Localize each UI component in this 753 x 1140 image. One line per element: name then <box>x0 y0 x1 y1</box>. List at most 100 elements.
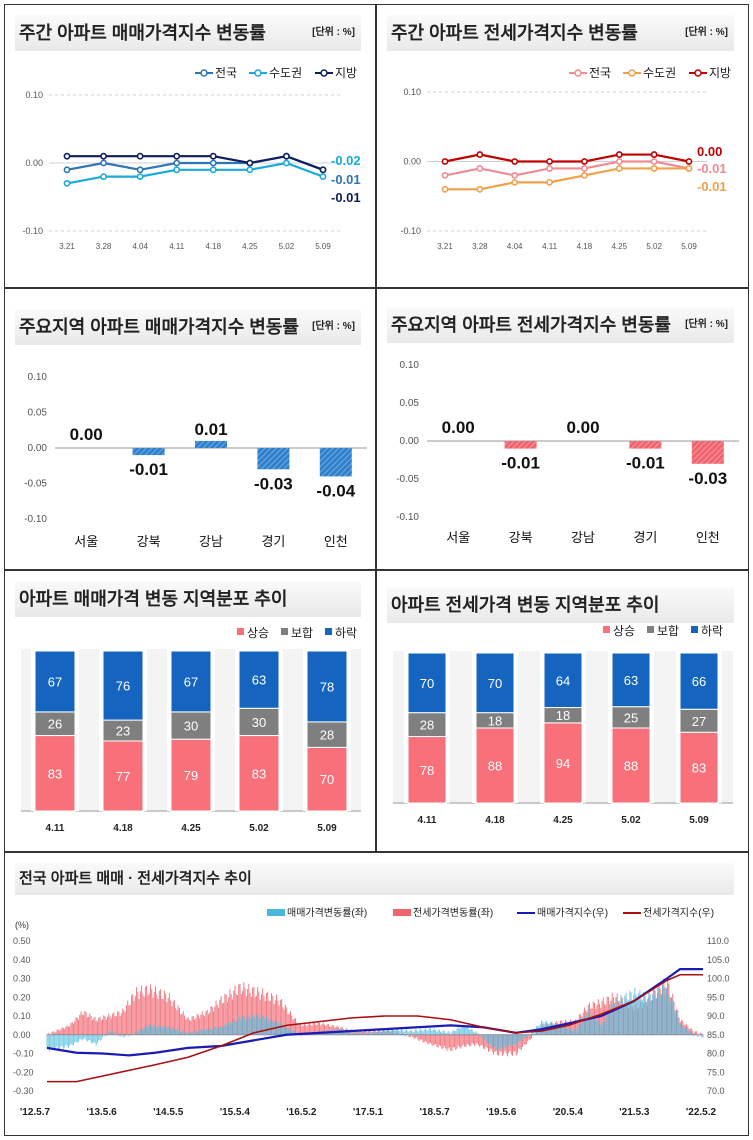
weekly-bar <box>435 1029 437 1035</box>
weekly-bar <box>403 1031 405 1035</box>
weekly-bar <box>417 1034 419 1040</box>
weekly-bar <box>432 1034 434 1047</box>
weekly-bar <box>175 1030 177 1035</box>
weekly-bar <box>441 1034 443 1050</box>
weekly-bar <box>633 994 635 1035</box>
weekly-bar <box>670 997 672 1035</box>
weekly-bar <box>436 1031 438 1035</box>
right-tick-label: 70.0 <box>707 1086 725 1096</box>
weekly-bar <box>258 1017 260 1035</box>
weekly-bar <box>47 1034 49 1049</box>
weekly-bar <box>199 1031 201 1035</box>
weekly-bar <box>120 1013 122 1035</box>
weekly-bar <box>567 1028 569 1035</box>
weekly-bar <box>59 1034 61 1050</box>
weekly-bar <box>168 992 170 1035</box>
weekly-bar <box>417 1031 419 1035</box>
weekly-bar <box>600 1007 602 1035</box>
weekly-bar <box>292 1031 294 1035</box>
weekly-bar <box>79 1034 81 1040</box>
weekly-bar <box>96 1021 98 1035</box>
weekly-bar <box>365 1030 367 1035</box>
x-tick-label: 4.11 <box>542 242 558 251</box>
weekly-bar <box>94 1016 96 1035</box>
weekly-bar <box>102 1034 104 1038</box>
data-point <box>546 158 553 165</box>
weekly-bar <box>564 1025 566 1035</box>
weekly-bar <box>349 1031 351 1035</box>
weekly-bar <box>279 1022 281 1035</box>
weekly-bar <box>187 1017 189 1035</box>
weekly-bar <box>541 1020 543 1035</box>
weekly-bar <box>267 991 269 1035</box>
weekly-bar <box>307 1024 309 1035</box>
data-point <box>209 159 217 167</box>
legend-label: 전국 <box>215 66 237 80</box>
weekly-bar <box>202 1031 204 1035</box>
weekly-bar <box>438 1029 440 1035</box>
legend-swatch <box>691 626 698 633</box>
weekly-bar <box>176 1010 178 1035</box>
weekly-bar <box>385 1030 387 1035</box>
x-tick-label: 4.25 <box>611 242 627 251</box>
weekly-bar <box>525 1034 527 1045</box>
weekly-bar <box>233 1019 235 1035</box>
weekly-bar <box>404 1030 406 1035</box>
weekly-bar <box>520 1034 522 1042</box>
weekly-bar <box>137 992 139 1035</box>
weekly-bar <box>475 1034 477 1045</box>
x-tick-label: '13.5.6 <box>87 1107 118 1118</box>
weekly-bar <box>577 1026 579 1035</box>
weekly-bar <box>646 998 648 1035</box>
left-tick-label: 0.30 <box>13 974 31 984</box>
weekly-bar <box>469 1034 471 1047</box>
weekly-bar <box>576 1021 578 1035</box>
stack-segment-상승 <box>34 735 76 812</box>
weekly-bar <box>419 1034 421 1040</box>
weekly-bar <box>120 1034 122 1036</box>
weekly-bar <box>374 1032 376 1035</box>
weekly-bar <box>103 1034 105 1036</box>
weekly-bar <box>358 1032 360 1035</box>
legend-marker <box>628 69 636 77</box>
weekly-bar <box>190 1032 192 1035</box>
weekly-bar <box>469 1030 471 1035</box>
x-category-label: 경기 <box>261 534 285 549</box>
weekly-bar <box>133 1034 135 1036</box>
weekly-bar <box>282 1007 284 1035</box>
weekly-bar <box>409 1034 411 1038</box>
weekly-bar <box>110 1018 112 1035</box>
x-tick-label: 5.09 <box>681 242 697 251</box>
weekly-bar <box>90 1034 92 1043</box>
weekly-bar <box>66 1025 68 1035</box>
weekly-bar <box>83 1015 85 1035</box>
x-tick-label: 4.18 <box>577 242 593 251</box>
weekly-bar <box>595 1021 597 1035</box>
weekly-bar <box>689 1031 691 1035</box>
weekly-bar <box>699 1032 701 1035</box>
weekly-bar <box>109 1016 111 1035</box>
weekly-bar <box>67 1026 69 1035</box>
data-point <box>441 185 449 193</box>
weekly-bar <box>423 1034 425 1043</box>
y-tick-label: 0.10 <box>400 360 420 371</box>
weekly-bar <box>185 1032 187 1035</box>
weekly-bar <box>480 1034 482 1046</box>
data-point <box>650 158 658 165</box>
weekly-bar <box>615 997 617 1035</box>
weekly-bar <box>281 1024 283 1035</box>
weekly-bar <box>207 1030 209 1035</box>
end-value-label: -0.01 <box>697 179 727 194</box>
weekly-bar <box>167 1026 169 1035</box>
weekly-bar <box>557 1026 559 1035</box>
weekly-bar <box>448 1034 450 1048</box>
weekly-bar <box>78 1034 80 1042</box>
weekly-bar <box>170 1029 172 1035</box>
weekly-bar <box>127 1000 129 1035</box>
weekly-bar <box>220 996 222 1035</box>
weekly-bar <box>228 997 230 1035</box>
data-point <box>63 152 71 160</box>
weekly-bar <box>206 1029 208 1035</box>
weekly-bar <box>289 1011 291 1035</box>
weekly-bar <box>72 1034 74 1046</box>
